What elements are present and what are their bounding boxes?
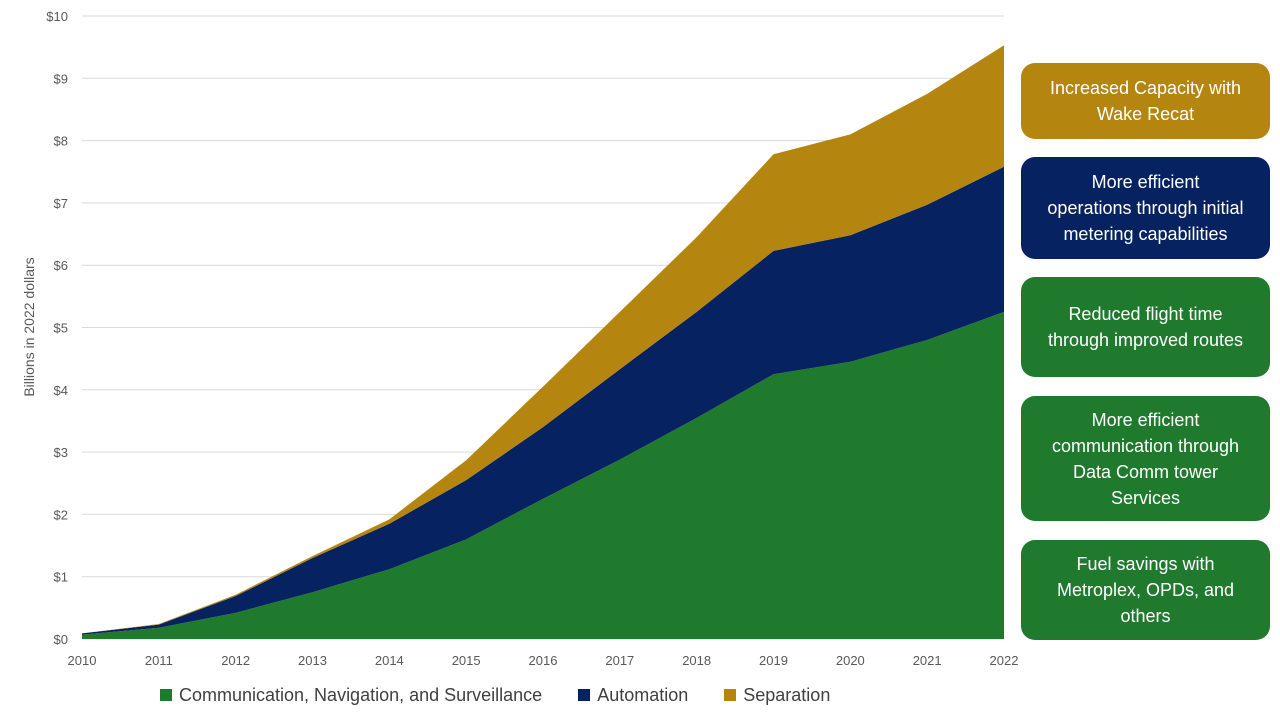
x-tick-label: 2022 bbox=[990, 653, 1019, 668]
callout-line: Metroplex, OPDs, and bbox=[1056, 580, 1235, 600]
callout-line: Data Comm tower bbox=[1072, 461, 1219, 482]
callout-line: Increased Capacity with bbox=[1049, 78, 1242, 98]
callout-line: operations through initial bbox=[1047, 198, 1244, 218]
callout-line: More efficient bbox=[1091, 409, 1200, 430]
y-tick-label: $6 bbox=[54, 258, 68, 273]
legend-swatch-separation bbox=[724, 689, 737, 701]
legend-item-cns: Communication, Navigation, and Surveilla… bbox=[160, 685, 542, 706]
y-tick-label: $5 bbox=[54, 321, 68, 336]
x-tick-label: 2021 bbox=[913, 653, 942, 668]
callout-line: Wake Recat bbox=[1096, 104, 1195, 124]
x-tick-label: 2012 bbox=[221, 653, 250, 668]
x-tick-label: 2014 bbox=[375, 653, 404, 668]
x-tick-label: 2010 bbox=[68, 653, 97, 668]
x-tick-label: 2020 bbox=[836, 653, 865, 668]
callout-wake-recat: Increased Capacity with Wake Recat bbox=[1021, 63, 1270, 139]
area-series-2 bbox=[82, 45, 1004, 634]
x-tick-label: 2015 bbox=[452, 653, 481, 668]
callout-data-comm: More efficient communication through Dat… bbox=[1021, 396, 1270, 521]
legend-item-automation: Automation bbox=[578, 685, 688, 706]
y-tick-label: $9 bbox=[54, 71, 68, 86]
x-tick-label: 2019 bbox=[759, 653, 788, 668]
callout-line: metering capabilities bbox=[1063, 224, 1228, 244]
x-tick-label: 2016 bbox=[529, 653, 558, 668]
x-tick-label: 2011 bbox=[145, 653, 173, 668]
callout-line: through improved routes bbox=[1047, 330, 1244, 350]
callout-line: Services bbox=[1110, 487, 1180, 508]
callout-flight-time: Reduced flight time through improved rou… bbox=[1021, 277, 1270, 377]
callout-fuel-savings: Fuel savings with Metroplex, OPDs, and o… bbox=[1021, 540, 1270, 640]
callout-metering-text: More efficient operations through initia… bbox=[1047, 169, 1243, 247]
x-tick-label: 2018 bbox=[682, 653, 711, 668]
callout-wake-recat-text: Increased Capacity with Wake Recat bbox=[1050, 75, 1241, 127]
x-tick-label: 2017 bbox=[605, 653, 634, 668]
legend-label-separation: Separation bbox=[743, 684, 831, 705]
y-tick-label: $1 bbox=[54, 570, 68, 585]
area-series-1 bbox=[82, 166, 1004, 635]
callout-line: Reduced flight time bbox=[1068, 304, 1223, 324]
legend-item-separation: Separation bbox=[724, 685, 830, 706]
y-tick-label: $2 bbox=[54, 507, 68, 522]
x-tick-label: 2013 bbox=[298, 653, 327, 668]
legend-label-automation: Automation bbox=[597, 684, 689, 705]
y-tick-labels: $0 $1 $2 $3 $4 $5 $6 $7 $8 $9 $10 bbox=[46, 9, 68, 647]
callout-flight-time-text: Reduced flight time through improved rou… bbox=[1048, 301, 1243, 353]
callout-fuel-savings-text: Fuel savings with Metroplex, OPDs, and o… bbox=[1057, 551, 1234, 629]
y-tick-label: $8 bbox=[54, 134, 68, 149]
y-tick-label: $4 bbox=[54, 383, 68, 398]
legend-swatch-cns bbox=[160, 689, 172, 701]
y-tick-label: $7 bbox=[54, 196, 68, 211]
y-tick-label: $3 bbox=[54, 445, 68, 460]
series-areas bbox=[82, 45, 1004, 639]
legend-label-cns: Communication, Navigation, and Surveilla… bbox=[179, 684, 543, 705]
callout-line: others bbox=[1120, 606, 1171, 626]
y-axis-title: Billions in 2022 dollars bbox=[21, 257, 37, 396]
callout-line: communication through bbox=[1051, 435, 1240, 456]
area-series-0 bbox=[82, 311, 1004, 639]
x-tick-labels: 2010 2011 2012 2013 2014 2015 2016 2017 2018 2019… bbox=[68, 653, 1019, 668]
callout-data-comm-text: More efficient communication through Dat… bbox=[1052, 407, 1239, 511]
legend-swatch-automation bbox=[578, 689, 591, 701]
legend: Communication, Navigation, and Surveilla… bbox=[160, 683, 920, 707]
callout-line: Fuel savings with bbox=[1076, 554, 1215, 574]
callout-metering: More efficient operations through initia… bbox=[1021, 157, 1270, 259]
y-tick-label: $10 bbox=[46, 9, 68, 24]
callout-line: More efficient bbox=[1091, 172, 1200, 192]
y-tick-label: $0 bbox=[54, 632, 68, 647]
